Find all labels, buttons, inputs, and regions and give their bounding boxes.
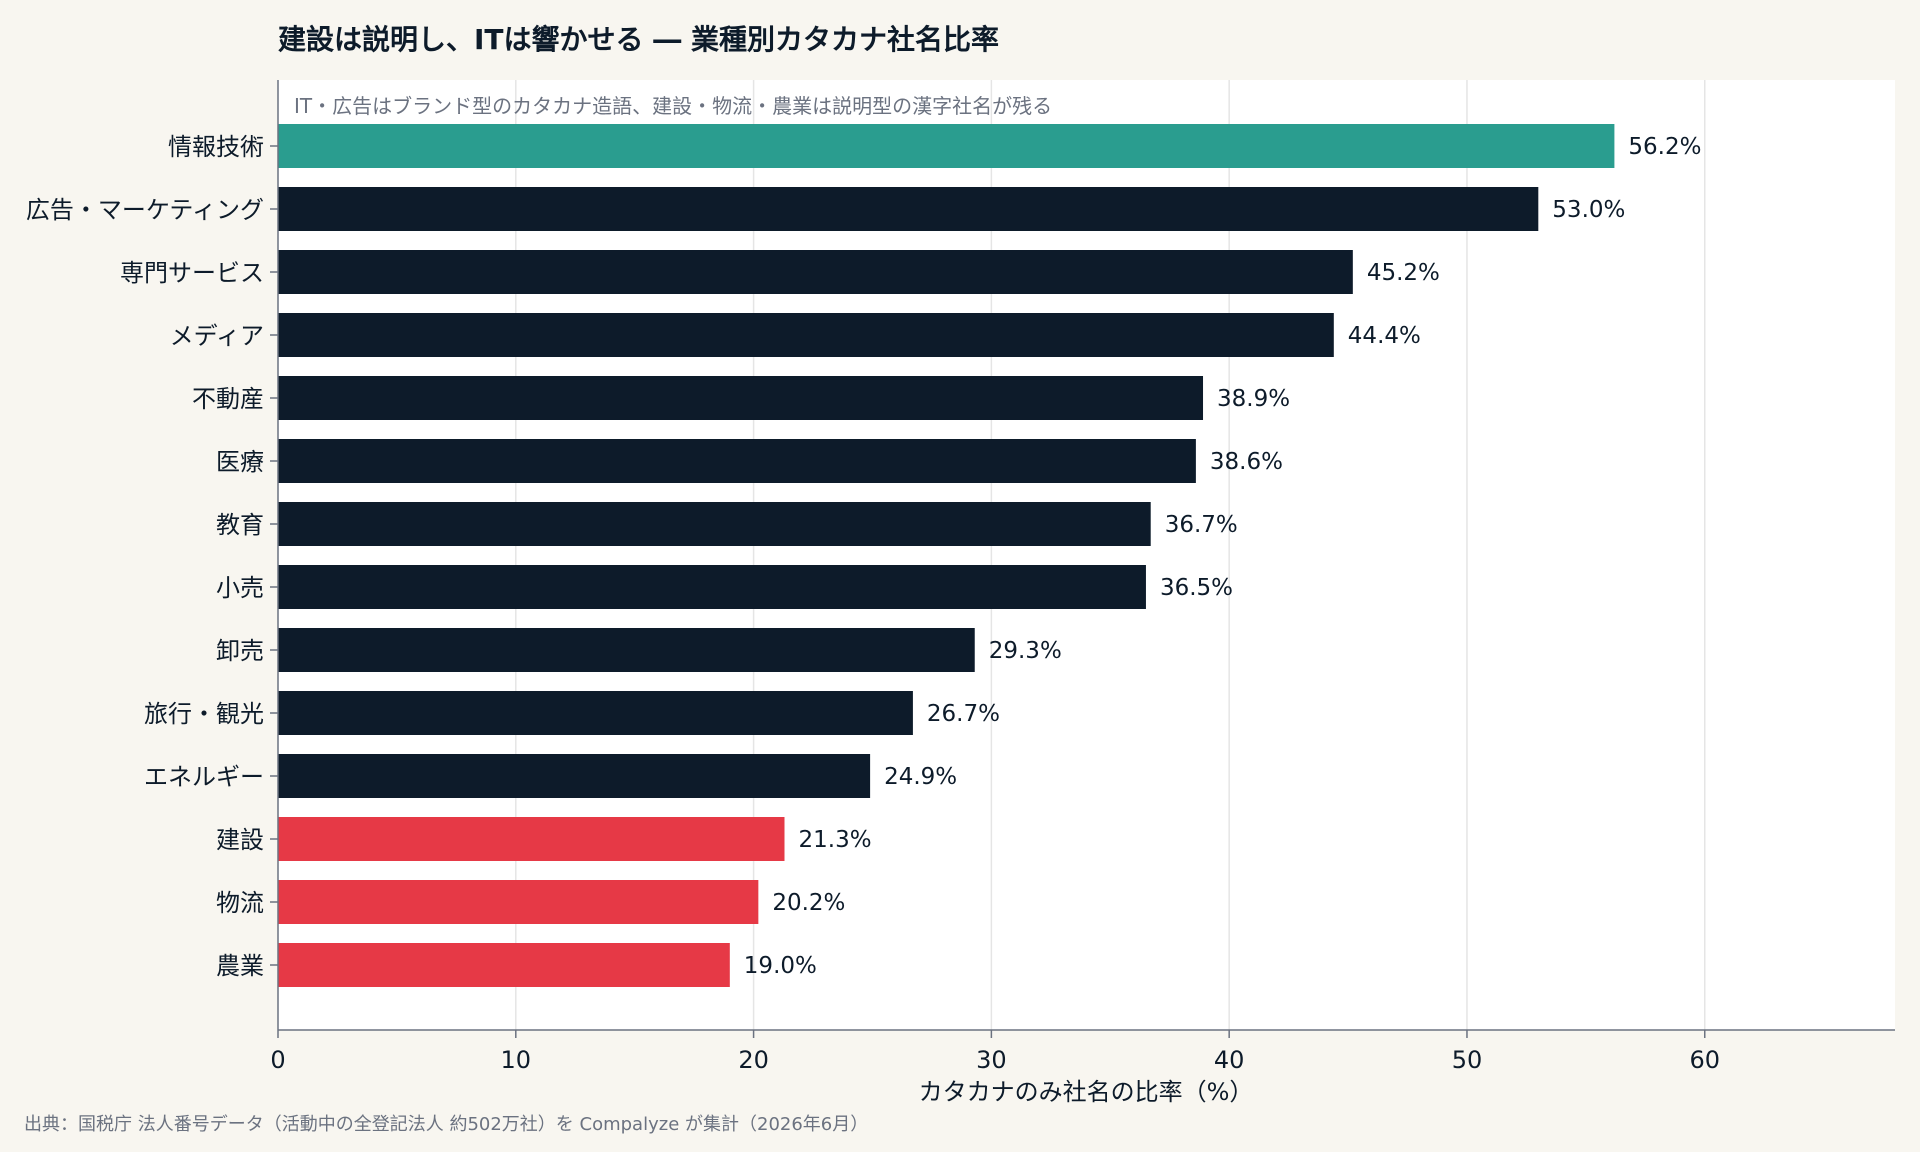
- data-label: 29.3%: [989, 638, 1062, 664]
- x-tick-label: 30: [976, 1046, 1007, 1074]
- data-label: 44.4%: [1348, 323, 1421, 349]
- x-tick-label: 40: [1214, 1046, 1245, 1074]
- y-tick-label: エネルギー: [144, 763, 264, 791]
- source-note: 出典：国税庁 法人番号データ（活動中の全登記法人 約502万社）を Compal…: [24, 1114, 869, 1135]
- bar: [278, 817, 785, 861]
- chart-subtitle: IT・広告はブランド型のカタカナ造語、建設・物流・農業は説明型の漢字社名が残る: [294, 94, 1052, 118]
- x-tick-label: 10: [501, 1046, 532, 1074]
- y-tick-label: 医療: [216, 448, 264, 476]
- x-tick-label: 20: [738, 1046, 769, 1074]
- data-label: 38.6%: [1210, 449, 1283, 475]
- data-label: 36.7%: [1165, 512, 1238, 538]
- bar: [278, 124, 1615, 168]
- data-label: 45.2%: [1367, 260, 1440, 286]
- data-label: 38.9%: [1217, 386, 1290, 412]
- bar: [278, 565, 1146, 609]
- data-label: 21.3%: [799, 827, 872, 853]
- x-axis-label: カタカナのみ社名の比率（%）: [919, 1078, 1254, 1106]
- y-tick-label: 広告・マーケティング: [26, 196, 264, 224]
- bar: [278, 943, 730, 987]
- y-tick-label: 情報技術: [168, 133, 264, 161]
- grid-lines: [515, 80, 1706, 1030]
- bar: [278, 439, 1196, 483]
- y-tick-label: 旅行・観光: [144, 700, 264, 728]
- data-label: 26.7%: [927, 701, 1000, 727]
- x-tick-label: 0: [270, 1046, 285, 1074]
- bar: [278, 628, 975, 672]
- bar: [278, 187, 1539, 231]
- bar: [278, 691, 913, 735]
- y-tick-label: メディア: [170, 322, 264, 350]
- y-tick-label: 不動産: [192, 385, 264, 413]
- axes: 情報技術広告・マーケティング専門サービスメディア不動産医療教育小売卸売旅行・観光…: [26, 80, 1895, 1074]
- y-tick-label: 小売: [216, 574, 264, 602]
- y-tick-label: 農業: [216, 952, 264, 980]
- y-tick-label: 卸売: [216, 637, 264, 665]
- bar: [278, 880, 759, 924]
- data-label: 24.9%: [884, 764, 957, 790]
- x-tick-label: 60: [1689, 1046, 1720, 1074]
- y-tick-label: 教育: [216, 511, 264, 539]
- bar: [278, 313, 1334, 357]
- bar: [278, 754, 871, 798]
- bar: [278, 250, 1353, 294]
- data-label: 36.5%: [1160, 575, 1233, 601]
- chart-title: 建設は説明し、ITは響かせる ― 業種別カタカナ社名比率: [278, 23, 1000, 56]
- plot-area: [278, 80, 1895, 1030]
- y-tick-label: 建設: [216, 826, 264, 854]
- bar: [278, 502, 1151, 546]
- data-label: 56.2%: [1628, 134, 1701, 160]
- data-label: 19.0%: [744, 953, 817, 979]
- y-tick-label: 物流: [216, 889, 264, 917]
- x-tick-label: 50: [1452, 1046, 1483, 1074]
- y-tick-label: 専門サービス: [120, 259, 264, 287]
- bar: [278, 376, 1204, 420]
- data-label: 53.0%: [1552, 197, 1625, 223]
- bars: 56.2% 53.0% 45.2% 44.4% 38.9% 38.6% 36.7% 36.5%…: [278, 124, 1701, 987]
- data-label: 20.2%: [772, 890, 845, 916]
